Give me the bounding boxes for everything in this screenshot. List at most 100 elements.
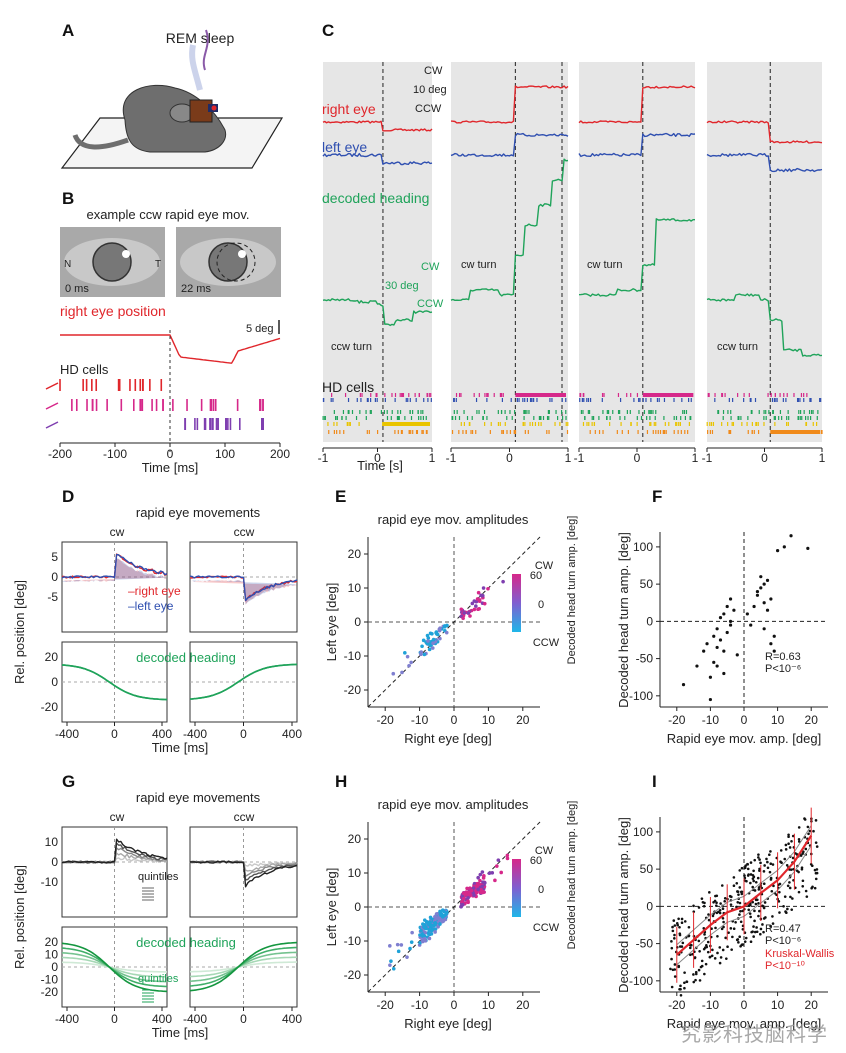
F-xlabel: Rapid eye mov. amp. [deg] <box>667 731 821 746</box>
I-point <box>771 915 774 918</box>
c-eye-scale-top: CW <box>424 65 443 77</box>
F-point <box>715 664 719 668</box>
right-eye-position-label: right eye position <box>60 303 166 319</box>
I-point <box>752 935 755 938</box>
E-point <box>426 639 430 643</box>
I-point <box>730 948 733 951</box>
I-point <box>759 927 763 931</box>
panel-label-I: I <box>652 772 657 791</box>
E-point <box>486 586 490 591</box>
I-point <box>797 890 801 894</box>
I-point <box>765 857 768 861</box>
I-point <box>673 924 677 927</box>
I-point <box>715 901 718 905</box>
I-point <box>673 963 677 966</box>
c-xtick: 0 <box>506 451 513 465</box>
I-ytick: 0 <box>646 899 653 913</box>
I-point <box>795 869 799 873</box>
D-xlabel: Time [ms] <box>152 740 209 755</box>
F-xtick: -20 <box>668 713 686 727</box>
I-point <box>791 897 794 900</box>
H-point <box>465 886 469 891</box>
I-point <box>692 973 695 976</box>
c-panel-bg-2 <box>451 62 568 442</box>
H-point <box>427 928 432 933</box>
c-heading-trace <box>578 218 695 297</box>
H-point <box>430 928 434 933</box>
hd-cell-arrow <box>45 402 59 410</box>
I-point <box>787 835 790 839</box>
H-point <box>388 963 392 967</box>
I-point <box>763 901 767 904</box>
I-point <box>673 933 676 937</box>
F-xtick: 20 <box>805 713 819 727</box>
I-point <box>703 972 706 976</box>
c-xtick: 0 <box>761 451 768 465</box>
I-point <box>690 943 693 947</box>
I-point <box>787 833 790 837</box>
I-point <box>751 900 755 904</box>
F-ytick: -50 <box>636 652 654 666</box>
E-xtick: 0 <box>451 713 458 727</box>
I-point <box>800 866 804 869</box>
H-xlabel: Right eye [deg] <box>404 1016 491 1031</box>
c-left-eye-trace <box>322 152 433 166</box>
E-ytick: -10 <box>344 649 362 663</box>
I-point <box>752 875 756 879</box>
H-point <box>476 887 480 892</box>
I-point <box>697 968 701 972</box>
H-point <box>422 936 427 941</box>
I-point <box>757 914 760 918</box>
c-burst <box>642 393 693 397</box>
G-xtick: 0 <box>111 1012 118 1026</box>
G-ytick-top: 0 <box>51 855 58 869</box>
I-point <box>692 980 696 984</box>
D-xtick: 0 <box>111 727 118 741</box>
eye-position-trace <box>60 334 281 364</box>
I-point <box>746 867 750 871</box>
H-ylabel: Left eye [deg] <box>324 868 339 947</box>
I-point <box>714 894 717 898</box>
I-point <box>752 869 755 873</box>
I-point <box>698 950 701 953</box>
I-point <box>753 889 757 892</box>
H-title: rapid eye mov. amplitudes <box>378 797 529 812</box>
I-point <box>719 902 722 905</box>
c-xtick: 1 <box>819 451 826 465</box>
I-point <box>721 948 725 952</box>
G-ccw-label: ccw <box>234 810 255 824</box>
I-point <box>669 967 672 971</box>
G-heading-trace <box>189 956 298 978</box>
c-xtick: 0 <box>634 451 641 465</box>
I-point <box>797 840 801 843</box>
cable <box>202 29 209 71</box>
F-point <box>712 634 716 638</box>
G-ylabel: Rel. position [deg] <box>12 865 27 969</box>
H-point <box>388 944 392 948</box>
I-point <box>679 994 683 997</box>
D-xtick: 400 <box>282 727 302 741</box>
I-point <box>750 930 753 934</box>
I-point <box>700 959 704 963</box>
I-point <box>769 850 772 853</box>
G-xtick: -400 <box>183 1012 207 1026</box>
I-point <box>747 873 750 876</box>
I-point <box>693 956 697 959</box>
I-point <box>678 925 681 929</box>
I-point <box>752 925 755 928</box>
H-unity-line <box>367 821 541 993</box>
H-point <box>495 864 499 868</box>
I-point <box>756 876 760 880</box>
F-point <box>769 597 773 601</box>
H-point <box>437 918 442 922</box>
c-burst <box>382 422 430 426</box>
G-ytick-bot: 10 <box>45 948 59 962</box>
H-point <box>476 875 480 880</box>
c-eye-scale-bot: CCW <box>415 103 442 115</box>
I-point <box>738 886 742 889</box>
D-xtick: 400 <box>152 727 172 741</box>
F-point <box>762 582 766 586</box>
I-point <box>762 917 766 920</box>
G-heading-trace <box>190 961 297 973</box>
I-point <box>708 955 712 959</box>
